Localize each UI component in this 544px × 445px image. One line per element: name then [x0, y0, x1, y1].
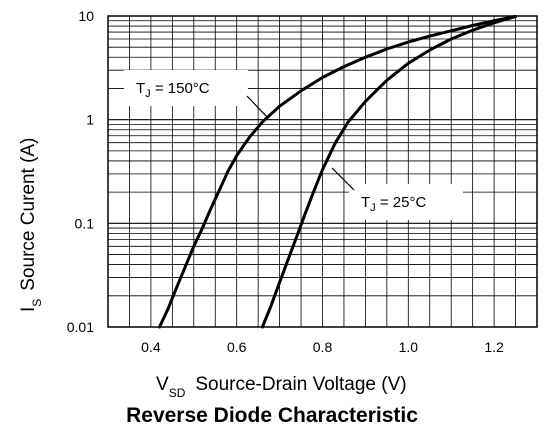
plot-border: [107, 15, 538, 328]
series-group: [158, 15, 517, 329]
annotation-25c-sub: J: [370, 202, 376, 214]
y-tick-label: 0.1: [75, 215, 95, 231]
y-tick-label: 10: [78, 8, 94, 24]
annotation-150c-leader: [246, 95, 268, 118]
chart-title: Reverse Diode Characteristic: [126, 404, 418, 427]
x-tick-label: 1.0: [399, 339, 419, 355]
annotation-150c-sub: J: [145, 88, 151, 100]
annotation-150c-rest: = 150°C: [151, 80, 210, 97]
annotation-25c-text: TJ = 25°C: [361, 194, 426, 214]
y-axis-label: IS Source Curent (A): [18, 138, 44, 312]
x-axis-label-text: Source-Drain Voltage (V): [195, 374, 406, 395]
y-axis-label-text: Source Curent (A): [18, 138, 39, 291]
annotation-25c-rest: = 25°C: [376, 194, 427, 211]
y-axis-label-main: I: [18, 307, 39, 312]
y-axis-label-sub: S: [30, 299, 44, 307]
annotation-25c: TJ = 25°C: [331, 167, 463, 220]
annotation-25c-main: T: [361, 194, 370, 211]
annotation-25c-leader: [331, 167, 355, 191]
x-tick-labels: 0.4 0.6 0.8 1.0 1.2: [141, 339, 504, 355]
annotation-150c-text: TJ = 150°C: [136, 80, 210, 100]
series-line-1: [260, 15, 517, 329]
annotation-150c-main: T: [136, 80, 145, 97]
x-tick-label: 1.2: [484, 339, 504, 355]
y-tick-label: 1: [86, 112, 94, 128]
x-axis-label-main: V: [156, 374, 169, 395]
x-axis-label-sub: SD: [169, 386, 186, 400]
series-line-0: [158, 15, 517, 329]
annotation-25c-bg: [349, 184, 463, 220]
y-tick-label: 0.01: [67, 319, 94, 335]
x-tick-label: 0.8: [313, 339, 333, 355]
plot-frame: [107, 15, 538, 328]
x-tick-label: 0.4: [141, 339, 161, 355]
x-tick-label: 0.6: [227, 339, 247, 355]
annotation-150c: TJ = 150°C: [124, 70, 268, 118]
x-axis-label: VSD Source-Drain Voltage (V): [156, 374, 407, 400]
y-tick-labels: 0.01 0.1 1 10: [67, 8, 94, 335]
annotation-150c-bg: [124, 70, 248, 106]
